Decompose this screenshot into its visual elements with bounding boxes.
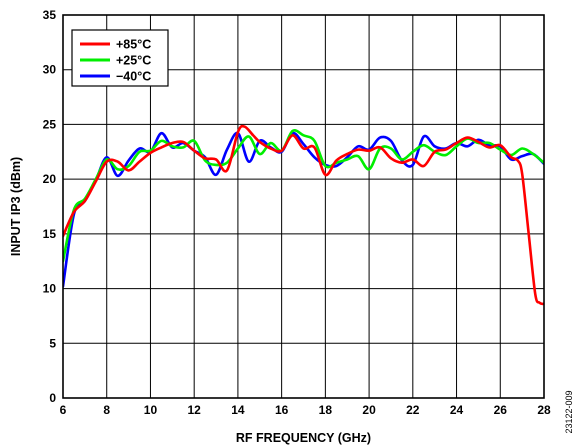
y-tick-label: 5 [49,336,56,350]
x-tick-label: 26 [494,403,508,417]
x-tick-label: 10 [144,403,158,417]
legend-label-0: +85°C [116,38,151,52]
series-line-2 [63,131,544,288]
grid-lines [63,15,544,398]
x-tick-labels: 6 8 10 12 14 16 18 20 22 24 26 28 [60,403,551,417]
y-tick-label: 10 [43,282,57,296]
legend-label-2: −40°C [116,70,151,84]
y-tick-label: 35 [43,8,57,22]
y-tick-label: 30 [43,63,57,77]
x-tick-label: 18 [319,403,333,417]
series-group [63,124,544,306]
x-tick-label: 16 [275,403,289,417]
y-tick-label: 0 [49,391,56,405]
x-tick-label: 22 [406,403,420,417]
y-axis-label: INPUT IP3 (dBm) [9,157,23,256]
y-tick-labels: 0 5 10 15 20 25 30 35 [43,8,57,405]
x-tick-label: 12 [188,403,202,417]
y-tick-label: 20 [43,172,57,186]
figure-id: 23122-009 [564,390,574,433]
x-tick-label: 28 [537,403,551,417]
plot-frame [62,14,545,399]
x-axis-label: RF FREQUENCY (GHz) [236,431,371,445]
legend: +85°C +25°C −40°C [71,29,169,87]
series-line-1 [63,129,544,263]
x-tick-label: 14 [231,403,245,417]
x-tick-label: 20 [362,403,376,417]
x-tick-label: 8 [103,403,110,417]
series-line-0 [63,124,544,306]
y-tick-label: 25 [43,117,57,131]
legend-label-1: +25°C [116,54,151,68]
x-tick-label: 24 [450,403,464,417]
y-tick-label: 15 [43,227,57,241]
x-tick-label: 6 [60,403,67,417]
